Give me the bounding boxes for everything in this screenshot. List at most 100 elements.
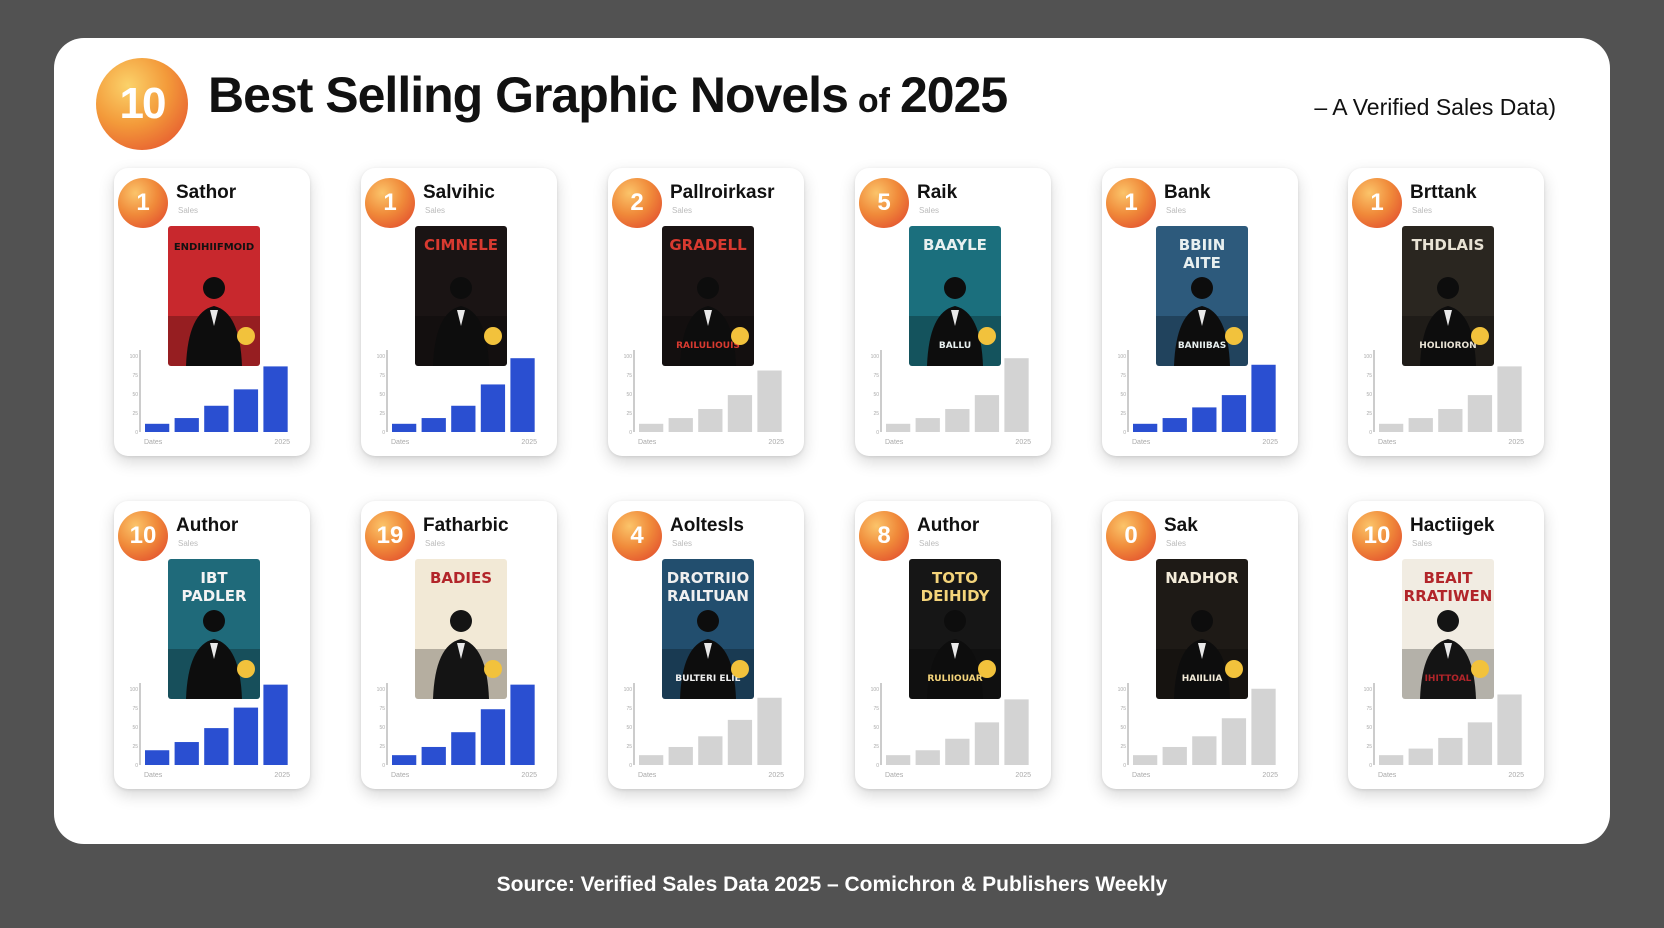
cover-bottom-text: RAILULIOUIS [676, 341, 740, 351]
y-tick-label: 25 [1120, 744, 1126, 750]
x-end-label: 2025 [274, 772, 290, 779]
award-seal-icon [1225, 327, 1243, 345]
book-card[interactable]: 10 Hactiigek Sales BEAIT RRATIWEN IHITTOAL 100… [1348, 501, 1544, 789]
book-cover-image: IBT PADLER [168, 559, 260, 699]
cover-title-text: PADLER [181, 587, 246, 605]
card-subtitle: Sales [1412, 539, 1433, 548]
sales-bar [639, 755, 664, 765]
sales-bar [145, 750, 170, 765]
book-cover-image: THDLAIS HOLIIORON [1402, 226, 1494, 366]
book-card[interactable]: 10 Author Sales IBT PADLER 100 75 50 25 0 Dates 202… [114, 501, 310, 789]
cover-bottom-text: BULTERI ELIE [675, 674, 741, 684]
sales-bar [204, 405, 229, 432]
y-tick-label: 75 [626, 373, 632, 379]
card-subtitle: Sales [178, 539, 199, 548]
sales-bar [1497, 694, 1522, 765]
award-seal-icon [978, 660, 996, 678]
sales-bar [451, 405, 476, 432]
sales-bar [1408, 748, 1433, 765]
x-start-label: Dates [638, 772, 657, 779]
sales-bar-chart: 100 75 50 25 0 Dates 2025 [130, 350, 290, 446]
sales-bar [1004, 358, 1029, 432]
y-tick-label: 0 [135, 430, 138, 436]
y-tick-label: 50 [626, 725, 632, 731]
y-tick-label: 100 [871, 687, 880, 693]
sales-bar [421, 746, 446, 765]
sales-bar [1467, 395, 1493, 432]
book-card[interactable]: 19 Fatharbic Sales BADIES 100 75 50 25 0 Dates 202… [361, 501, 557, 789]
book-card[interactable]: 8 Author Sales TOTO DEIHIDY RULIIOUAR 100 75 50 2… [855, 501, 1051, 789]
book-card[interactable]: 1 Brttank Sales THDLAIS HOLIIORON 100 75 50 25 0 D… [1348, 168, 1544, 456]
book-cover-image: BADIES [415, 559, 507, 699]
sales-bar [263, 684, 288, 765]
y-tick-label: 50 [1120, 392, 1126, 398]
y-tick-label: 0 [382, 430, 385, 436]
sales-bar [204, 728, 229, 765]
y-tick-label: 100 [1118, 687, 1127, 693]
sales-bar [668, 418, 693, 432]
book-card[interactable]: 1 Salvihic Sales CIMNELE 100 75 50 25 0 Dates 2025 [361, 168, 557, 456]
cover-title-text: NADHOR [1165, 569, 1239, 587]
cover-title-text: THDLAIS [1412, 236, 1485, 254]
card-subtitle: Sales [672, 206, 693, 215]
y-tick-label: 100 [1364, 354, 1373, 360]
sales-bar [1379, 423, 1404, 432]
award-seal-icon [484, 660, 502, 678]
card-subtitle: Sales [178, 206, 199, 215]
sales-bar [727, 395, 753, 432]
book-card[interactable]: 1 Sathor Sales ENDIHIIFMOID 100 75 50 25 0 Dates 2… [114, 168, 310, 456]
sales-bar [1221, 718, 1247, 765]
book-card[interactable]: 0 Sak Sales NADHOR HAIILIIA 100 75 50 25 0 Dates 20… [1102, 501, 1298, 789]
sales-bar [480, 709, 506, 765]
cover-title-text: DROTRIIO [667, 569, 749, 587]
rank-badge: 5 [859, 178, 909, 228]
sales-bar [668, 746, 693, 765]
cover-title-text: ENDIHIIFMOID [174, 242, 254, 253]
y-tick-label: 25 [132, 411, 138, 417]
y-tick-label: 50 [132, 725, 138, 731]
y-tick-label: 25 [132, 744, 138, 750]
x-end-label: 2025 [274, 439, 290, 446]
y-tick-label: 75 [132, 373, 138, 379]
sales-bar [233, 707, 259, 765]
book-card[interactable]: 4 Aoltesls Sales DROTRIIO RAILTUAN BULTERI EL… [608, 501, 804, 789]
y-tick-label: 25 [626, 411, 632, 417]
cover-bottom-text: HOLIIORON [1419, 341, 1476, 351]
sales-bar [1438, 409, 1463, 432]
cover-title-text: BEAIT [1423, 569, 1473, 587]
book-card[interactable]: 1 Bank Sales BBIIN AITE BANIIBAS 100 75 50 25 0 Dat… [1102, 168, 1298, 456]
y-tick-label: 75 [873, 706, 879, 712]
sales-bar [757, 697, 782, 765]
award-seal-icon [1471, 327, 1489, 345]
cover-bottom-text: BALLU [939, 341, 971, 351]
sales-bar [1251, 364, 1276, 432]
award-seal-icon [731, 327, 749, 345]
y-tick-label: 0 [1123, 430, 1126, 436]
sales-bar-chart: 100 75 50 25 0 Dates 2025 [624, 350, 784, 446]
y-tick-label: 50 [379, 392, 385, 398]
rank-badge: 1 [365, 178, 415, 228]
book-cover-image: NADHOR HAIILIIA [1156, 559, 1248, 699]
y-tick-label: 0 [135, 763, 138, 769]
card-subtitle: Sales [919, 539, 940, 548]
sales-bar [945, 409, 970, 432]
book-card[interactable]: 2 Pallroirkasr Sales GRADELL RAILULIOUIS 100 7… [608, 168, 804, 456]
x-end-label: 2025 [1508, 772, 1524, 779]
x-start-label: Dates [144, 772, 163, 779]
sales-bar [1408, 418, 1433, 432]
card-subtitle: Sales [1166, 539, 1187, 548]
y-tick-label: 100 [377, 354, 386, 360]
y-tick-label: 100 [624, 687, 633, 693]
sales-bar [392, 755, 417, 765]
card-subtitle: Sales [1166, 206, 1187, 215]
sales-bar [974, 395, 1000, 432]
y-tick-label: 100 [377, 687, 386, 693]
x-end-label: 2025 [1262, 772, 1278, 779]
card-title: Salvihic [423, 182, 495, 203]
sales-bar [1379, 755, 1404, 765]
book-card[interactable]: 5 Raik Sales BAAYLE BALLU 100 75 50 25 0 Dates 2025 [855, 168, 1051, 456]
award-seal-icon [1471, 660, 1489, 678]
x-start-label: Dates [1378, 772, 1397, 779]
sales-bar-chart: 100 75 50 25 0 Dates 2025 [871, 350, 1031, 446]
sales-bar-chart: 100 75 50 25 0 Dates 2025 [624, 683, 784, 779]
